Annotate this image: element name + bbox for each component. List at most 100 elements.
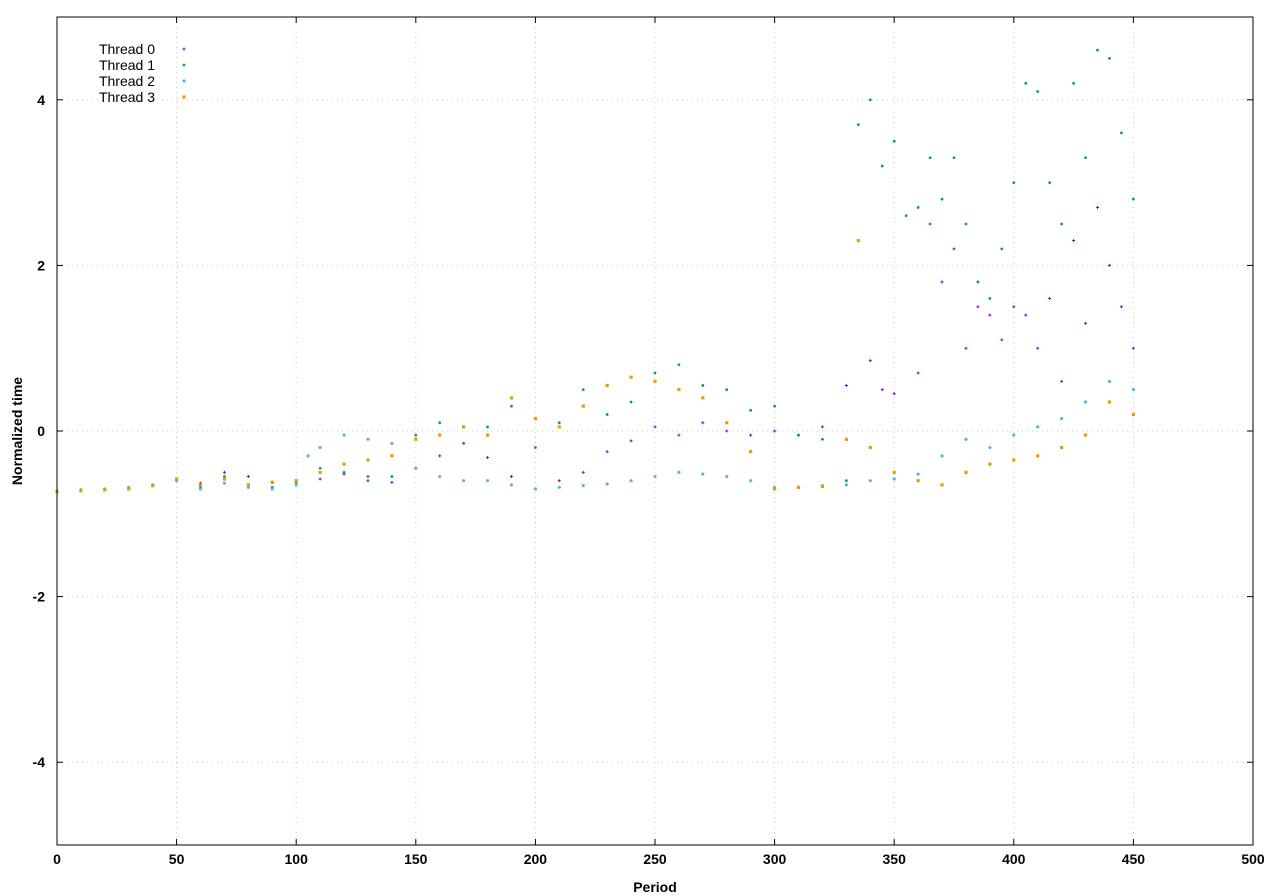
series-thread-0 xyxy=(55,205,1135,493)
data-point xyxy=(366,479,370,483)
y-tick-label: 2 xyxy=(37,257,45,273)
data-point xyxy=(773,487,777,491)
data-point xyxy=(605,450,609,454)
data-point xyxy=(390,441,394,446)
data-point xyxy=(1120,131,1123,135)
data-point xyxy=(509,483,514,487)
y-axis-title: Normalized time xyxy=(9,377,25,485)
data-point xyxy=(892,477,896,481)
data-point xyxy=(940,280,944,284)
data-point xyxy=(988,313,992,317)
data-point xyxy=(964,470,968,474)
data-point xyxy=(1036,454,1040,458)
data-point xyxy=(904,214,908,218)
data-point xyxy=(1107,263,1111,267)
x-tick-label: 250 xyxy=(643,851,667,867)
data-point xyxy=(557,421,561,425)
data-point xyxy=(988,297,992,300)
data-point xyxy=(581,484,585,488)
data-point xyxy=(1036,346,1040,350)
data-point xyxy=(222,477,227,481)
x-tick-label: 50 xyxy=(169,851,185,867)
data-point xyxy=(856,123,860,127)
data-point xyxy=(581,404,585,408)
data-point xyxy=(988,445,992,450)
data-point xyxy=(629,439,633,443)
data-point xyxy=(952,247,956,251)
data-point xyxy=(821,437,824,441)
data-point xyxy=(198,483,203,487)
data-point xyxy=(342,471,346,474)
data-point xyxy=(677,433,681,437)
data-point xyxy=(1060,222,1064,226)
legend-label: Thread 2 xyxy=(99,73,155,89)
data-point xyxy=(940,483,944,487)
data-point xyxy=(820,425,824,429)
data-point xyxy=(557,479,561,483)
data-point xyxy=(844,383,848,387)
data-point xyxy=(916,479,920,483)
data-point xyxy=(725,429,729,433)
data-point xyxy=(486,455,490,459)
x-axis-title: Period xyxy=(633,879,677,895)
data-point xyxy=(1048,181,1052,185)
x-tick-label: 200 xyxy=(524,851,548,867)
data-point xyxy=(976,305,980,309)
data-point xyxy=(318,470,322,474)
data-point xyxy=(1132,197,1135,201)
series-thread-1 xyxy=(55,48,1135,493)
x-tick-label: 350 xyxy=(883,851,907,867)
data-point xyxy=(581,388,585,391)
data-point xyxy=(485,433,490,437)
data-point xyxy=(462,479,466,483)
data-point xyxy=(246,485,250,489)
data-point xyxy=(533,416,537,421)
data-point xyxy=(438,454,442,458)
data-point xyxy=(844,437,848,441)
data-point xyxy=(749,450,753,454)
data-point xyxy=(342,433,346,437)
data-point xyxy=(103,488,107,492)
data-point xyxy=(1060,445,1064,450)
data-point xyxy=(1036,425,1040,429)
data-point xyxy=(916,472,920,476)
data-point xyxy=(844,479,848,483)
data-point xyxy=(725,474,729,479)
data-point xyxy=(318,466,322,470)
data-point xyxy=(79,489,83,493)
data-point xyxy=(701,384,705,387)
data-point xyxy=(701,472,705,476)
legend-label: Thread 3 xyxy=(99,89,155,105)
data-point xyxy=(1131,346,1135,350)
data-point xyxy=(773,429,777,433)
data-point xyxy=(916,371,920,375)
y-tick-label: 4 xyxy=(37,92,45,108)
data-point xyxy=(952,156,956,160)
data-point xyxy=(414,437,418,441)
data-point xyxy=(1060,416,1064,421)
data-point xyxy=(749,408,753,412)
data-point xyxy=(509,475,513,479)
data-point xyxy=(964,346,968,350)
data-point xyxy=(414,433,418,437)
data-point xyxy=(868,359,872,363)
data-point xyxy=(557,425,561,429)
data-point xyxy=(1048,297,1052,301)
data-point xyxy=(880,164,884,168)
data-point xyxy=(1096,48,1099,52)
data-point xyxy=(629,375,633,379)
data-point xyxy=(1000,338,1004,342)
data-point xyxy=(534,446,537,449)
data-point xyxy=(306,454,310,458)
data-point xyxy=(438,433,442,437)
x-tick-label: 100 xyxy=(285,851,309,867)
legend-marker xyxy=(182,47,186,51)
data-point xyxy=(294,483,298,487)
data-point xyxy=(557,485,561,489)
data-point xyxy=(1012,458,1016,462)
data-point xyxy=(725,388,729,391)
data-point xyxy=(605,413,609,416)
data-point xyxy=(629,479,633,483)
x-tick-label: 500 xyxy=(1241,851,1265,867)
